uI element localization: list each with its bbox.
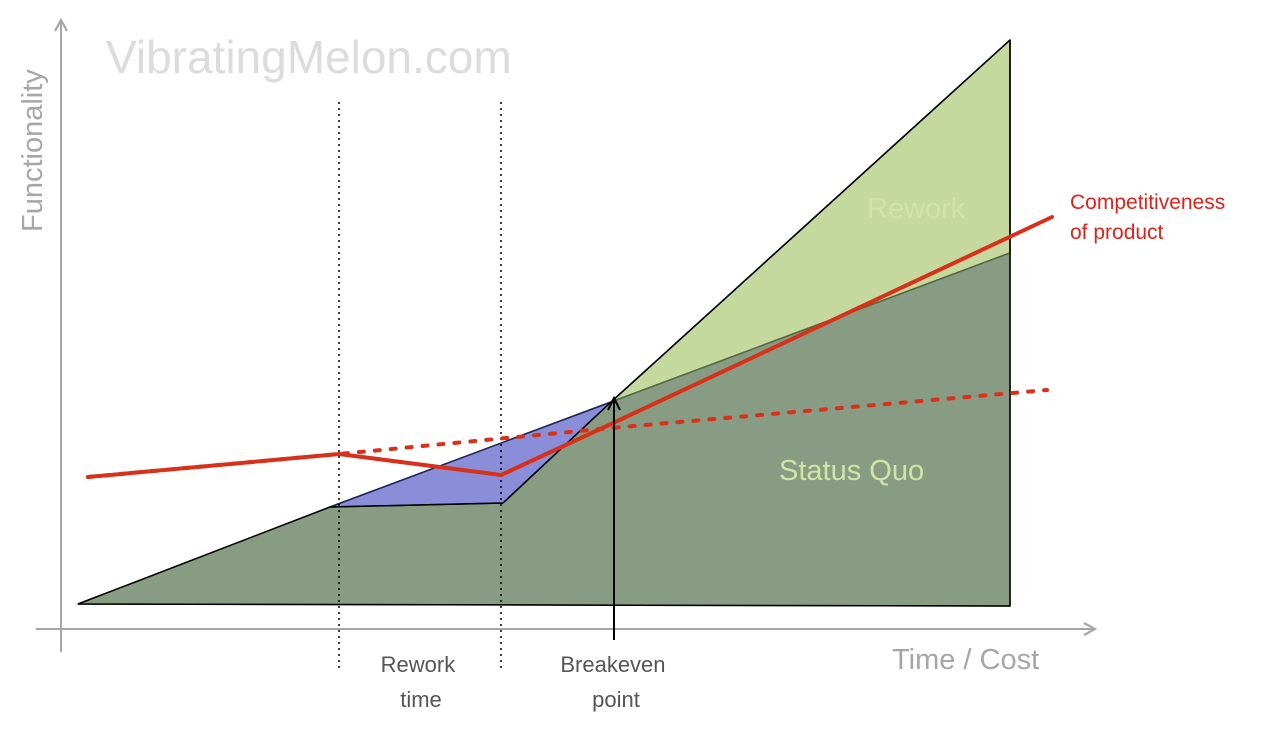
- rework-time-label-line-1: Rework: [381, 652, 457, 677]
- rework-region-label: Rework: [867, 193, 966, 225]
- rework-time-label: Rework time: [381, 652, 462, 712]
- breakeven-label-line-2: point: [592, 687, 640, 712]
- rework-time-label-line-2: time: [400, 687, 442, 712]
- watermark-text: VibratingMelon.com: [106, 31, 512, 83]
- competitiveness-line: [86, 215, 1054, 479]
- y-axis-title: Functionality: [17, 69, 49, 232]
- competitiveness-label-line-2: of product: [1070, 221, 1164, 244]
- competitiveness-label-line-1: Competitiveness: [1070, 191, 1225, 214]
- breakeven-label-line-1: Breakeven: [560, 652, 665, 677]
- breakeven-point-label: Breakeven point: [560, 652, 671, 712]
- status-quo-region-label: Status Quo: [779, 455, 924, 487]
- competitiveness-label: Competitiveness of product: [1070, 191, 1231, 244]
- x-axis-title: Time / Cost: [892, 644, 1039, 676]
